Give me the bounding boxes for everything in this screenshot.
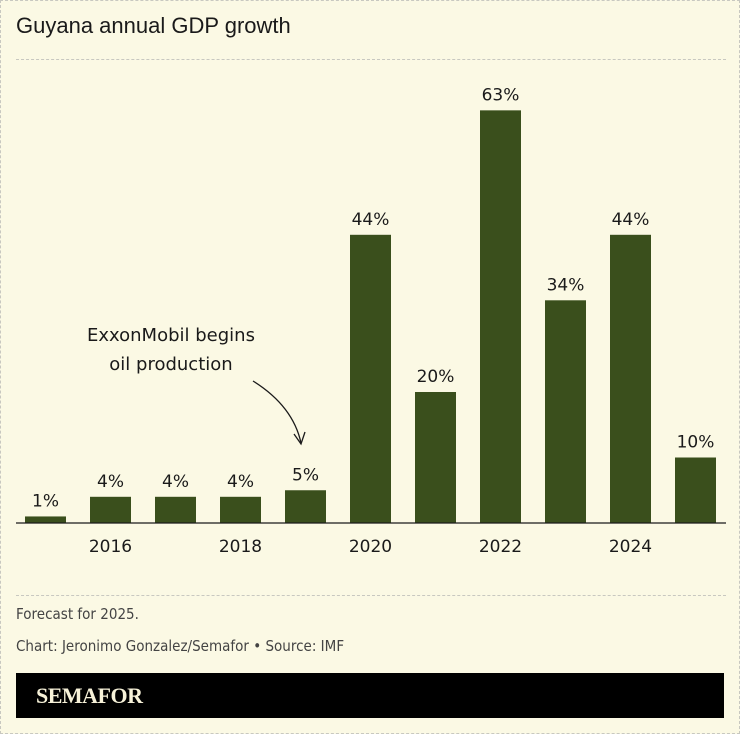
- bar-2019: [285, 490, 326, 523]
- data-label-2024: 44%: [612, 210, 650, 230]
- arrowhead-icon: [293, 431, 306, 446]
- data-label-2020: 44%: [352, 210, 390, 230]
- data-label-2025: 10%: [677, 433, 715, 453]
- bar-2018: [220, 496, 261, 523]
- bar-2024: [610, 234, 651, 524]
- data-label-2018: 4%: [227, 472, 254, 492]
- data-label-2017: 4%: [162, 472, 189, 492]
- bar-2025: [675, 457, 716, 523]
- credit-note: Chart: Jeronimo Gonzalez/Semafor • Sourc…: [16, 637, 345, 655]
- bar-2023: [545, 300, 586, 523]
- chart-title: Guyana annual GDP growth: [16, 13, 291, 38]
- annotation-text: oil production: [109, 354, 232, 375]
- divider: [16, 59, 726, 60]
- x-tick-label-2020: 2020: [349, 537, 392, 557]
- x-tick-label-2022: 2022: [479, 537, 522, 557]
- data-label-2022: 63%: [482, 85, 520, 105]
- x-tick-label-2024: 2024: [609, 537, 652, 557]
- data-label-2021: 20%: [417, 367, 455, 387]
- data-label-2016: 4%: [97, 472, 124, 492]
- annotation-text: ExxonMobil begins: [87, 325, 255, 346]
- forecast-note: Forecast for 2025.: [16, 605, 139, 623]
- bar-2016: [90, 496, 131, 523]
- brand-bar: SEMAFOR: [16, 673, 724, 718]
- x-tick-label-2018: 2018: [219, 537, 262, 557]
- semafor-logo: SEMAFOR: [36, 683, 143, 708]
- x-tick-label-2016: 2016: [89, 537, 132, 557]
- divider: [16, 595, 726, 596]
- bar-2015: [25, 516, 66, 523]
- data-label-2019: 5%: [292, 465, 319, 485]
- data-label-2023: 34%: [547, 275, 585, 295]
- bar-2017: [155, 496, 196, 523]
- bar-2022: [480, 110, 521, 523]
- data-label-2015: 1%: [32, 491, 59, 511]
- bar-2021: [415, 392, 456, 523]
- bar-chart: 1% 4% 4% 4% 5% 44% 20% 63% 34% 44% 10% 2016 2018 2020…: [16, 85, 726, 557]
- annotation-arrow: [252, 380, 302, 444]
- bar-2020: [350, 234, 391, 524]
